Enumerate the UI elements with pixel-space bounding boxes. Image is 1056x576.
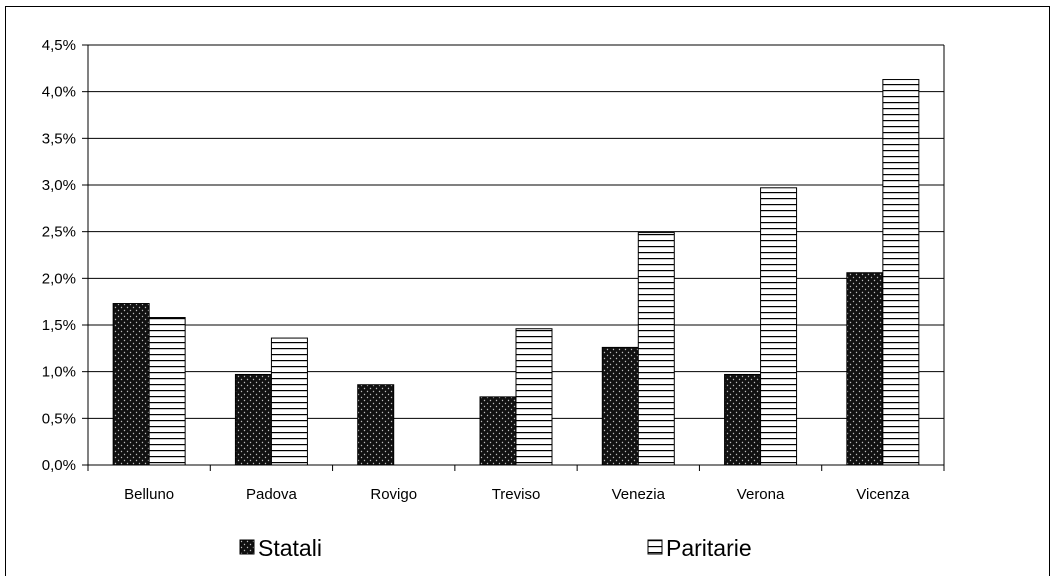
legend-swatch-statali bbox=[239, 539, 255, 555]
x-tick-label: Belluno bbox=[124, 486, 174, 503]
bar-paritarie-verona bbox=[760, 187, 798, 466]
bar-statali-treviso bbox=[479, 396, 517, 466]
axes bbox=[82, 44, 945, 471]
bar-statali-verona bbox=[724, 373, 762, 466]
bar-statali-belluno bbox=[112, 303, 150, 466]
y-tick-label: 1,5% bbox=[42, 317, 76, 334]
legend: Statali Paritarie bbox=[239, 535, 752, 561]
bar-paritarie-belluno bbox=[148, 317, 186, 466]
bar-statali-vicenza bbox=[846, 272, 884, 466]
bar-paritarie-treviso bbox=[515, 328, 553, 466]
bar-paritarie-venezia bbox=[637, 232, 675, 466]
y-tick-label: 0,5% bbox=[42, 410, 76, 427]
y-tick-label: 4,5% bbox=[42, 37, 76, 54]
y-tick-label: 2,0% bbox=[42, 270, 76, 287]
bars bbox=[112, 79, 920, 466]
x-tick-label: Rovigo bbox=[370, 486, 417, 503]
bar-statali-rovigo bbox=[357, 384, 395, 466]
y-tick-label: 0,0% bbox=[42, 457, 76, 474]
x-tick-label: Venezia bbox=[612, 486, 666, 503]
bar-paritarie-vicenza bbox=[882, 79, 920, 466]
x-tick-label: Vicenza bbox=[856, 486, 910, 503]
y-tick-label: 2,5% bbox=[42, 224, 76, 241]
y-tick-label: 4,0% bbox=[42, 84, 76, 101]
x-tick-label: Treviso bbox=[492, 486, 541, 503]
y-tick-label: 3,5% bbox=[42, 130, 76, 147]
y-tick-label: 3,0% bbox=[42, 177, 76, 194]
tick-labels: 0,0% 0,5% 1,0% 1,5% 2,0% 2,5% 3,0% 3,5% 4,0% 4,5%… bbox=[42, 37, 910, 503]
bar-statali-venezia bbox=[601, 346, 639, 466]
y-tick-label: 1,0% bbox=[42, 364, 76, 381]
x-tick-label: Padova bbox=[246, 486, 298, 503]
legend-label-paritarie: Paritarie bbox=[666, 535, 752, 561]
legend-label-statali: Statali bbox=[258, 535, 322, 561]
bar-statali-padova bbox=[234, 373, 272, 466]
bar-paritarie-padova bbox=[270, 337, 308, 466]
legend-swatch-paritarie bbox=[647, 539, 663, 555]
x-tick-label: Verona bbox=[737, 486, 785, 503]
